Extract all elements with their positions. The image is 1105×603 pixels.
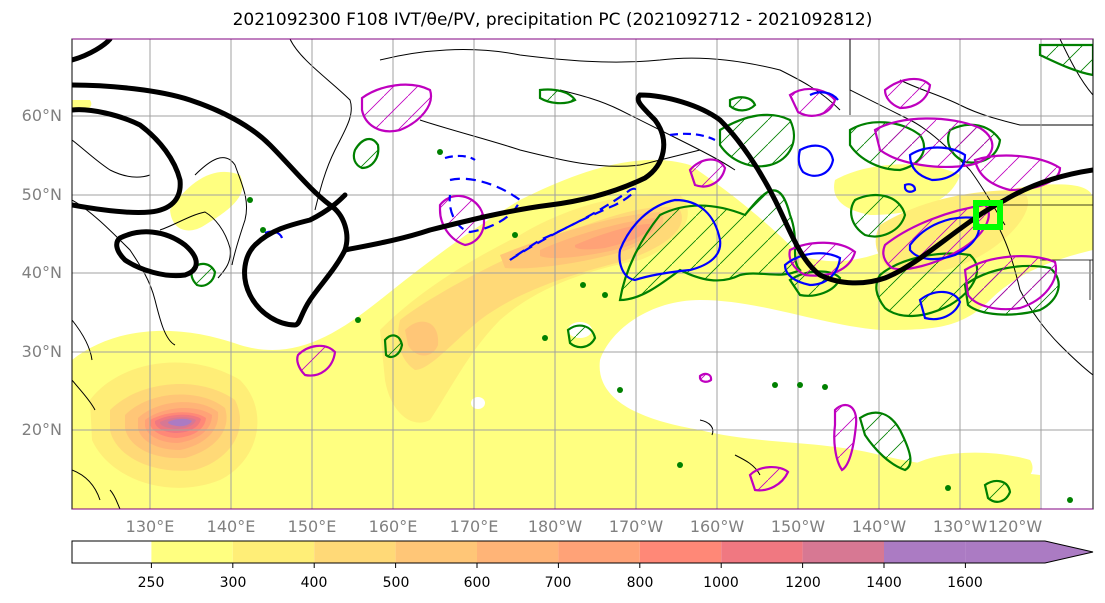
map-title: 2021092300 F108 IVT/θe/PV, precipitation… (232, 10, 873, 30)
lon-label-150w: 150°W (770, 517, 826, 536)
lat-label-40n: 40°N (21, 263, 62, 282)
ivt-band-500-small (405, 321, 439, 356)
lon-label-140e: 140°E (206, 517, 256, 536)
lat-label-30n: 30°N (21, 342, 62, 361)
ivt-band-250-north (170, 171, 243, 231)
colorbar-tick-1200: 1200 (785, 575, 821, 591)
lon-label-170e: 170°E (449, 517, 499, 536)
lon-label-130e: 130°E (125, 517, 175, 536)
lon-label-180w: 180°W (527, 517, 583, 536)
lon-label-140w: 140°W (851, 517, 907, 536)
colorbar-tick-600: 600 (463, 575, 491, 591)
lon-label-160w: 160°W (689, 517, 745, 536)
colorbar-tick-300: 300 (219, 575, 247, 591)
colorbar-tick-500: 500 (382, 575, 410, 591)
lon-label-130w: 130°W (932, 517, 988, 536)
lon-label-150e: 150°E (287, 517, 337, 536)
lon-label-120w: 120°W (987, 517, 1043, 536)
lon-label-160e: 160°E (368, 517, 418, 536)
colorbar-tick-800: 800 (626, 575, 654, 591)
colorbar-tick-400: 400 (300, 575, 328, 591)
colorbar-tick-1000: 1000 (703, 575, 739, 591)
colorbar-tick-1400: 1400 (866, 575, 902, 591)
theta-e-dots (247, 149, 1073, 503)
ivt-band-1400 (168, 418, 192, 427)
lat-label-60n: 60°N (21, 106, 62, 125)
target-region-box (973, 200, 1003, 230)
black-contours (72, 39, 1093, 328)
lat-label-50n: 50°N (21, 185, 62, 204)
colorbar-tick-250: 250 (137, 575, 165, 591)
colorbar (71, 540, 1094, 568)
colorbar-tick-1600: 1600 (947, 575, 983, 591)
lon-label-170w: 170°W (608, 517, 664, 536)
lat-label-20n: 20°N (21, 420, 62, 439)
colorbar-tick-700: 700 (544, 575, 572, 591)
